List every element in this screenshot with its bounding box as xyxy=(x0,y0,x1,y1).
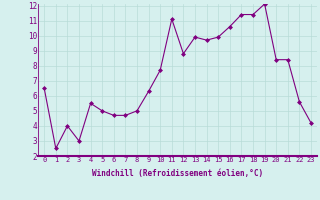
X-axis label: Windchill (Refroidissement éolien,°C): Windchill (Refroidissement éolien,°C) xyxy=(92,169,263,178)
